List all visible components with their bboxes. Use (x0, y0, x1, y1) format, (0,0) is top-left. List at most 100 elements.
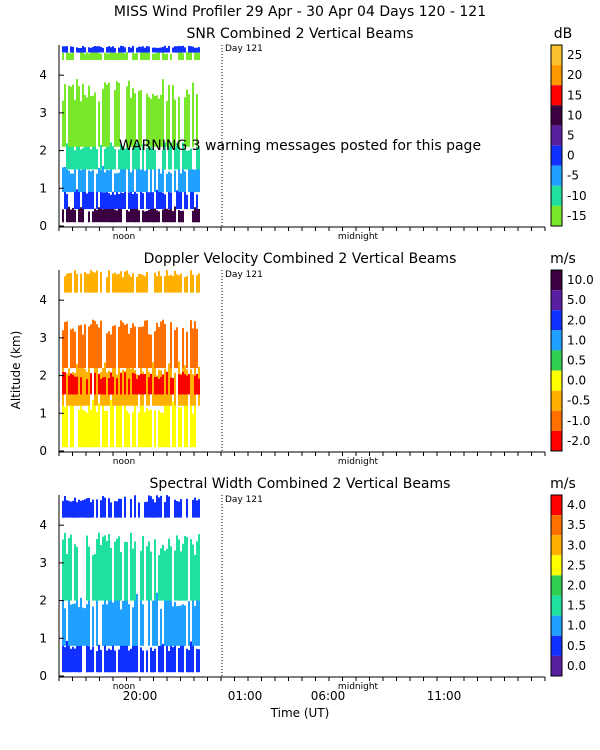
data-streak (82, 334, 84, 368)
data-streak (130, 368, 132, 406)
data-streak (186, 150, 188, 170)
y-tick-label: 0 (39, 444, 47, 458)
data-streak (154, 53, 156, 61)
data-streak (66, 52, 68, 61)
data-streak (176, 46, 178, 53)
y-tick-label: 1 (39, 181, 47, 195)
data-streak (168, 275, 170, 293)
data-streak (62, 500, 64, 518)
doppler-midnight-marker: midnight (338, 457, 379, 467)
data-streak (174, 641, 176, 673)
data-streak (156, 376, 158, 395)
data-streak (152, 53, 154, 61)
data-streak (106, 410, 108, 448)
data-streak (144, 502, 146, 518)
data-streak (62, 404, 64, 448)
data-streak (178, 192, 180, 209)
data-streak (140, 594, 142, 646)
data-streak (184, 536, 186, 601)
data-streak (122, 145, 124, 170)
data-streak (76, 599, 78, 646)
data-streak (168, 600, 170, 646)
data-streak (118, 207, 120, 223)
data-streak (70, 373, 72, 395)
data-streak (158, 211, 160, 223)
data-streak (90, 409, 92, 448)
data-streak (80, 273, 82, 293)
data-streak (104, 148, 106, 170)
data-streak (74, 209, 76, 223)
data-streak (164, 45, 166, 53)
data-streak (144, 47, 146, 53)
data-streak (96, 499, 98, 518)
data-streak (64, 46, 66, 53)
data-streak (136, 642, 138, 673)
data-streak (122, 52, 124, 61)
data-streak (162, 374, 164, 395)
data-streak (136, 53, 138, 61)
data-streak (104, 377, 106, 395)
colorbar-label: 5.0 (567, 293, 586, 307)
data-streak (74, 376, 76, 395)
data-streak (148, 46, 150, 53)
data-streak (76, 274, 78, 293)
data-streak (104, 497, 106, 518)
data-streak (194, 169, 196, 193)
data-streak (128, 413, 130, 448)
data-streak (192, 210, 194, 223)
data-streak (118, 273, 120, 293)
data-streak (196, 165, 198, 192)
snr-panel-title: SNR Combined 2 Vertical Beams (186, 26, 413, 42)
data-streak (126, 86, 128, 147)
data-streak (170, 322, 172, 369)
colorbar-segment (551, 270, 562, 291)
data-streak (72, 375, 74, 395)
data-streak (150, 334, 152, 368)
data-streak (150, 373, 152, 395)
data-streak (122, 277, 124, 293)
data-streak (130, 328, 132, 368)
data-streak (118, 149, 120, 170)
colorbar-segment (551, 370, 562, 391)
data-streak (160, 275, 162, 293)
data-streak (106, 604, 108, 646)
data-streak (124, 496, 126, 518)
data-streak (166, 47, 168, 53)
y-tick-label: 2 (39, 144, 47, 158)
data-streak (80, 149, 82, 170)
data-streak (162, 52, 164, 61)
data-streak (100, 191, 102, 210)
data-streak (90, 95, 92, 147)
data-streak (92, 144, 94, 170)
data-streak (134, 93, 136, 147)
data-streak (164, 206, 166, 223)
data-streak (140, 550, 142, 601)
data-streak (166, 371, 168, 395)
data-streak (80, 500, 82, 518)
data-streak (92, 271, 94, 293)
data-streak (126, 146, 128, 170)
data-streak (80, 170, 82, 192)
data-streak (62, 209, 64, 223)
data-streak (170, 644, 172, 673)
data-streak (184, 400, 186, 448)
data-streak (174, 147, 176, 170)
data-streak (144, 170, 146, 193)
data-streak (146, 320, 148, 368)
data-streak (172, 275, 174, 293)
data-streak (132, 273, 134, 293)
data-streak (120, 400, 122, 448)
colorbar-segment (551, 535, 562, 556)
data-streak (142, 650, 144, 673)
data-streak (168, 363, 170, 406)
data-streak (98, 53, 100, 61)
data-streak (138, 326, 140, 368)
data-streak (114, 209, 116, 223)
data-streak (186, 89, 188, 147)
data-streak (106, 333, 108, 368)
data-streak (174, 499, 176, 518)
data-streak (90, 189, 92, 209)
data-streak (164, 323, 166, 368)
data-streak (100, 169, 102, 192)
data-streak (118, 47, 120, 53)
